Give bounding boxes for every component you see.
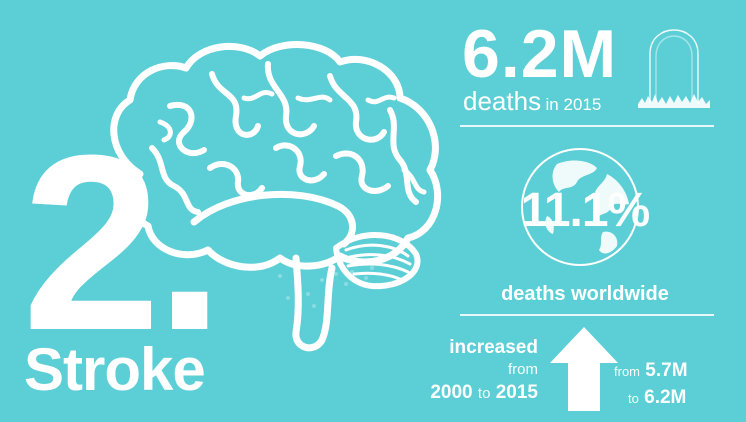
- divider-top: [460, 125, 714, 127]
- tombstone-icon: [638, 29, 710, 108]
- globe-icon: [521, 148, 639, 266]
- range-to-word: to: [628, 391, 639, 406]
- deaths-label: deaths: [463, 86, 542, 116]
- period-end: 2015: [495, 382, 538, 403]
- deaths-count: 6.2M: [462, 16, 618, 92]
- share-wrap: 11.1%: [492, 0, 678, 300]
- period-to-word: to: [477, 385, 491, 402]
- range-from: from 5.7M: [614, 361, 688, 380]
- range-from-word: from: [614, 364, 640, 379]
- brain-illustration: [110, 41, 442, 352]
- increase-word: increased: [449, 337, 538, 358]
- range-to-value: 6.2M: [644, 387, 687, 408]
- up-arrow-icon: [550, 327, 618, 411]
- deaths-caption: deaths in 2015: [463, 88, 601, 114]
- worldwide-label: deaths worldwide: [501, 283, 669, 305]
- cause-title: Stroke: [24, 336, 206, 403]
- range-to: to 6.2M: [628, 388, 686, 407]
- divider-bottom: [460, 314, 714, 316]
- increase-period: 2000 to 2015: [430, 383, 538, 402]
- deaths-year: in 2015: [545, 95, 602, 114]
- range-from-value: 5.7M: [645, 360, 688, 381]
- period-start: 2000: [430, 382, 473, 403]
- increase-from-word: from: [508, 361, 538, 378]
- rank-number: 2.: [22, 103, 224, 382]
- deaths-percent: 11.1%: [520, 184, 650, 237]
